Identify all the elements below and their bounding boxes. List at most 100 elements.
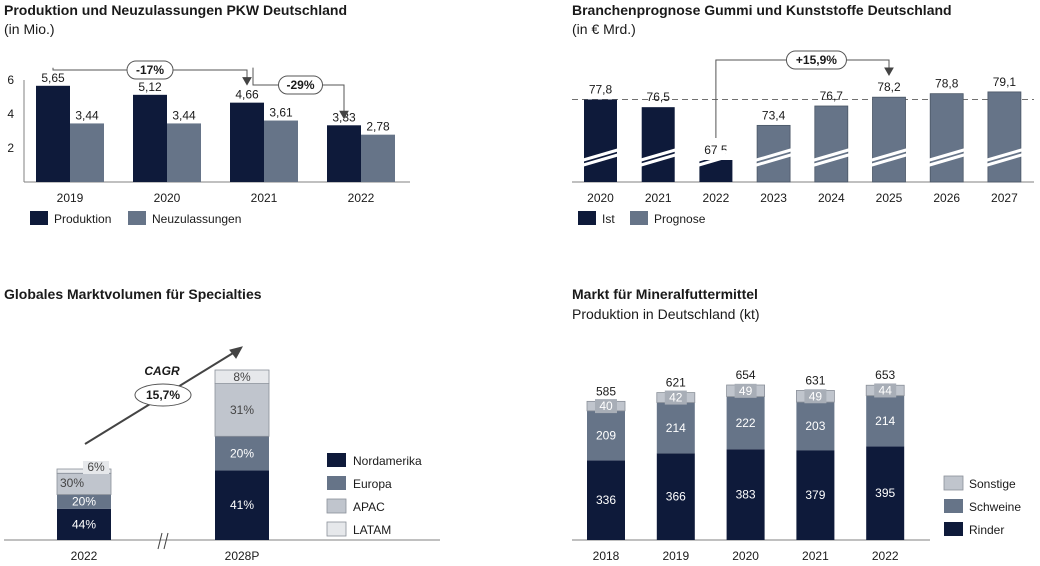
chart3-legend-swatch-europa (327, 476, 346, 490)
chart3-segment-europa (57, 494, 111, 509)
chart3-x-tick-label: 2028P (225, 549, 260, 563)
chart4-x-tick-label: 2019 (662, 549, 689, 563)
chart3-cagr-bubble (134, 383, 192, 407)
chart4-data-label: 40 (599, 399, 613, 413)
chart3-legend-swatch-latam (326, 521, 347, 537)
chart2-x-tick-label: 2023 (760, 191, 787, 205)
chart4-segment-rinder (866, 446, 905, 540)
chart4-total-label: 621 (666, 376, 686, 390)
chart2-data-label: 79,1 (993, 75, 1017, 89)
chart2-axis-break-line (694, 147, 737, 163)
chart2-data-label: 78,8 (935, 77, 959, 91)
chart2-axis-break-line (983, 147, 1026, 163)
chart2-x-tick-label: 2020 (587, 191, 614, 205)
chart2-axis-break-line (694, 152, 737, 168)
chart4-segment-schweine (587, 410, 625, 461)
chart4-segment-rinder (796, 450, 835, 540)
chart1-data-label: 4,66 (235, 88, 259, 102)
chart3-cagr-label: CAGR (144, 364, 180, 378)
chart3-data-label: 30% (60, 476, 84, 490)
chart3-data-label: 20% (230, 446, 254, 460)
chart1-subtitle: (in Mio.) (4, 21, 55, 37)
chart4-data-label: 214 (666, 421, 686, 435)
chart1-legend-swatch-neuzulassungen (128, 211, 146, 225)
chart2-x-tick-label: 2026 (933, 191, 960, 205)
chart2-data-label: 78,2 (877, 80, 901, 94)
chart4-legend-swatch-schweine (944, 499, 963, 513)
chart2-axis-break-line (752, 152, 795, 168)
chart3-x-tick-label: 2022 (71, 549, 98, 563)
chart2-axis-break-line (810, 152, 853, 168)
chart4-data-label: 379 (805, 488, 825, 502)
chart4-total-label: 654 (736, 368, 756, 382)
chart2-title: Branchenprognose Gummi und Kunststoffe D… (572, 2, 952, 18)
chart4-label-box (874, 383, 897, 398)
chart1-arrow-head-2 (339, 110, 349, 120)
chart4-data-label: 383 (736, 488, 756, 502)
chart4-segment-rinder (726, 449, 765, 540)
chart4-legend-label: Schweine (969, 500, 1021, 514)
chart4-segment-schweine (656, 402, 695, 454)
chart2-data-label: 73,4 (762, 108, 786, 122)
chart1-x-tick-label: 2021 (251, 191, 278, 205)
chart3-cagr-arrow-head (229, 346, 243, 359)
chart1-y-tick-label: 4 (7, 107, 14, 121)
chart3-data-label: 44% (72, 517, 96, 531)
chart4-segment-schweine (726, 396, 765, 450)
chart1-legend-swatch-produktion (30, 211, 48, 225)
chart3-segment-nordamerika (215, 470, 269, 540)
chart1-data-label: 3,61 (269, 106, 293, 120)
chart4-segment-schweine (796, 402, 835, 451)
chart2-axis-break-line (868, 152, 910, 168)
chart1-bar-neuzulassungen (264, 120, 298, 182)
chart1-data-label: 2,78 (366, 120, 390, 134)
chart3-data-label: 41% (230, 498, 254, 512)
chart1-legend-label: Produktion (54, 212, 111, 226)
chart2-legend-swatch-prognose (630, 211, 648, 225)
chart4-segment-rinder (656, 453, 695, 540)
chart2-bar-2025 (872, 96, 906, 183)
chart2-bar-2027 (987, 91, 1022, 183)
chart2-bar-2024 (814, 105, 849, 183)
chart4-x-tick-label: 2022 (872, 549, 899, 563)
chart3-cagr-value: 15,7% (146, 388, 180, 402)
chart4-x-tick-label: 2020 (732, 549, 759, 563)
chart3-data-label: 31% (230, 403, 254, 417)
chart2-data-label: 76,5 (647, 90, 671, 104)
chart4-legend-swatch-rinder (944, 522, 963, 536)
chart4-label-box (734, 383, 757, 398)
chart3-segment-latam (214, 369, 270, 385)
chart4-title: Markt für Mineralfuttermittel (572, 286, 758, 302)
chart3-segment-nordamerika (57, 508, 111, 540)
chart3-legend-label: Nordamerika (353, 454, 422, 468)
chart2-axis-break-line (868, 147, 910, 163)
chart2-bracket (715, 59, 890, 138)
chart1-annotation-1-bubble (126, 60, 174, 80)
chart3-axis-break-line (163, 532, 169, 550)
chart4-legend-label: Sonstige (969, 477, 1016, 491)
chart3-title: Globales Marktvolumen für Specialties (4, 286, 262, 302)
chart2-legend-label: Prognose (654, 212, 706, 226)
chart2-legend-swatch-ist (578, 211, 596, 225)
chart4-legend-label: Rinder (969, 523, 1004, 537)
chart3-segment-apac (214, 383, 270, 437)
chart2-axis-break-line (752, 147, 795, 163)
chart4-label-box (595, 399, 617, 414)
chart4-total-label: 653 (875, 368, 895, 382)
chart3-segment-europa (215, 436, 269, 471)
chart4-data-label: 42 (669, 391, 683, 405)
chart2-axis-break-line (925, 152, 968, 168)
chart4-total-label: 631 (805, 373, 825, 387)
chart2-x-tick-label: 2022 (703, 191, 730, 205)
chart1-data-label: 5,65 (41, 71, 65, 85)
chart2-axis-break-line (579, 147, 622, 163)
chart4-data-label: 222 (736, 416, 756, 430)
chart3-legend-label: LATAM (353, 523, 391, 537)
chart3-axis-break-line (157, 532, 163, 550)
chart2-annotation-bubble (785, 50, 847, 70)
chart1-data-label: 3,44 (172, 108, 196, 122)
chart2-axis-break-line (925, 147, 968, 163)
chart4-x-tick-label: 2018 (593, 549, 620, 563)
chart1-annotation-1: -17% (136, 63, 164, 77)
chart2-legend-label: Ist (602, 212, 615, 226)
